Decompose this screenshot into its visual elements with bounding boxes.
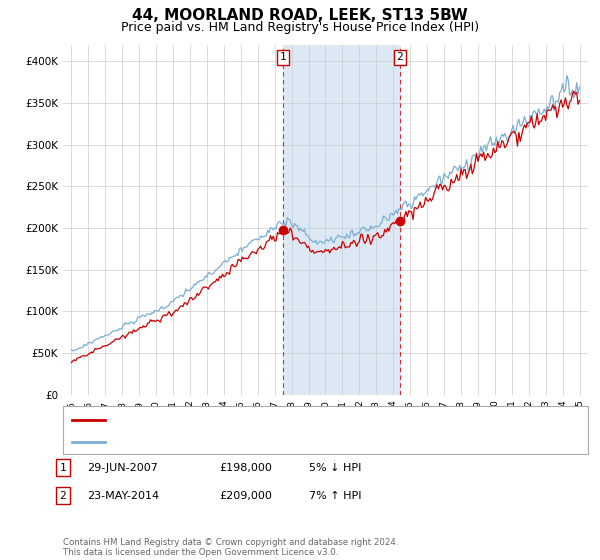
Text: 44, MOORLAND ROAD, LEEK, ST13 5BW: 44, MOORLAND ROAD, LEEK, ST13 5BW <box>132 8 468 24</box>
Text: 2: 2 <box>397 52 403 62</box>
Text: 2: 2 <box>59 491 67 501</box>
Text: Price paid vs. HM Land Registry's House Price Index (HPI): Price paid vs. HM Land Registry's House … <box>121 21 479 34</box>
Text: £198,000: £198,000 <box>219 463 272 473</box>
Text: 1: 1 <box>59 463 67 473</box>
Text: 1: 1 <box>280 52 286 62</box>
Text: HPI: Average price, detached house, Staffordshire Moorlands: HPI: Average price, detached house, Staf… <box>111 437 429 447</box>
Text: Contains HM Land Registry data © Crown copyright and database right 2024.
This d: Contains HM Land Registry data © Crown c… <box>63 538 398 557</box>
Text: £209,000: £209,000 <box>219 491 272 501</box>
Text: 5% ↓ HPI: 5% ↓ HPI <box>309 463 361 473</box>
Text: 44, MOORLAND ROAD, LEEK, ST13 5BW (detached house): 44, MOORLAND ROAD, LEEK, ST13 5BW (detac… <box>111 416 413 425</box>
Text: 23-MAY-2014: 23-MAY-2014 <box>87 491 159 501</box>
Text: 7% ↑ HPI: 7% ↑ HPI <box>309 491 361 501</box>
Text: 29-JUN-2007: 29-JUN-2007 <box>87 463 158 473</box>
Bar <box>283 45 400 395</box>
